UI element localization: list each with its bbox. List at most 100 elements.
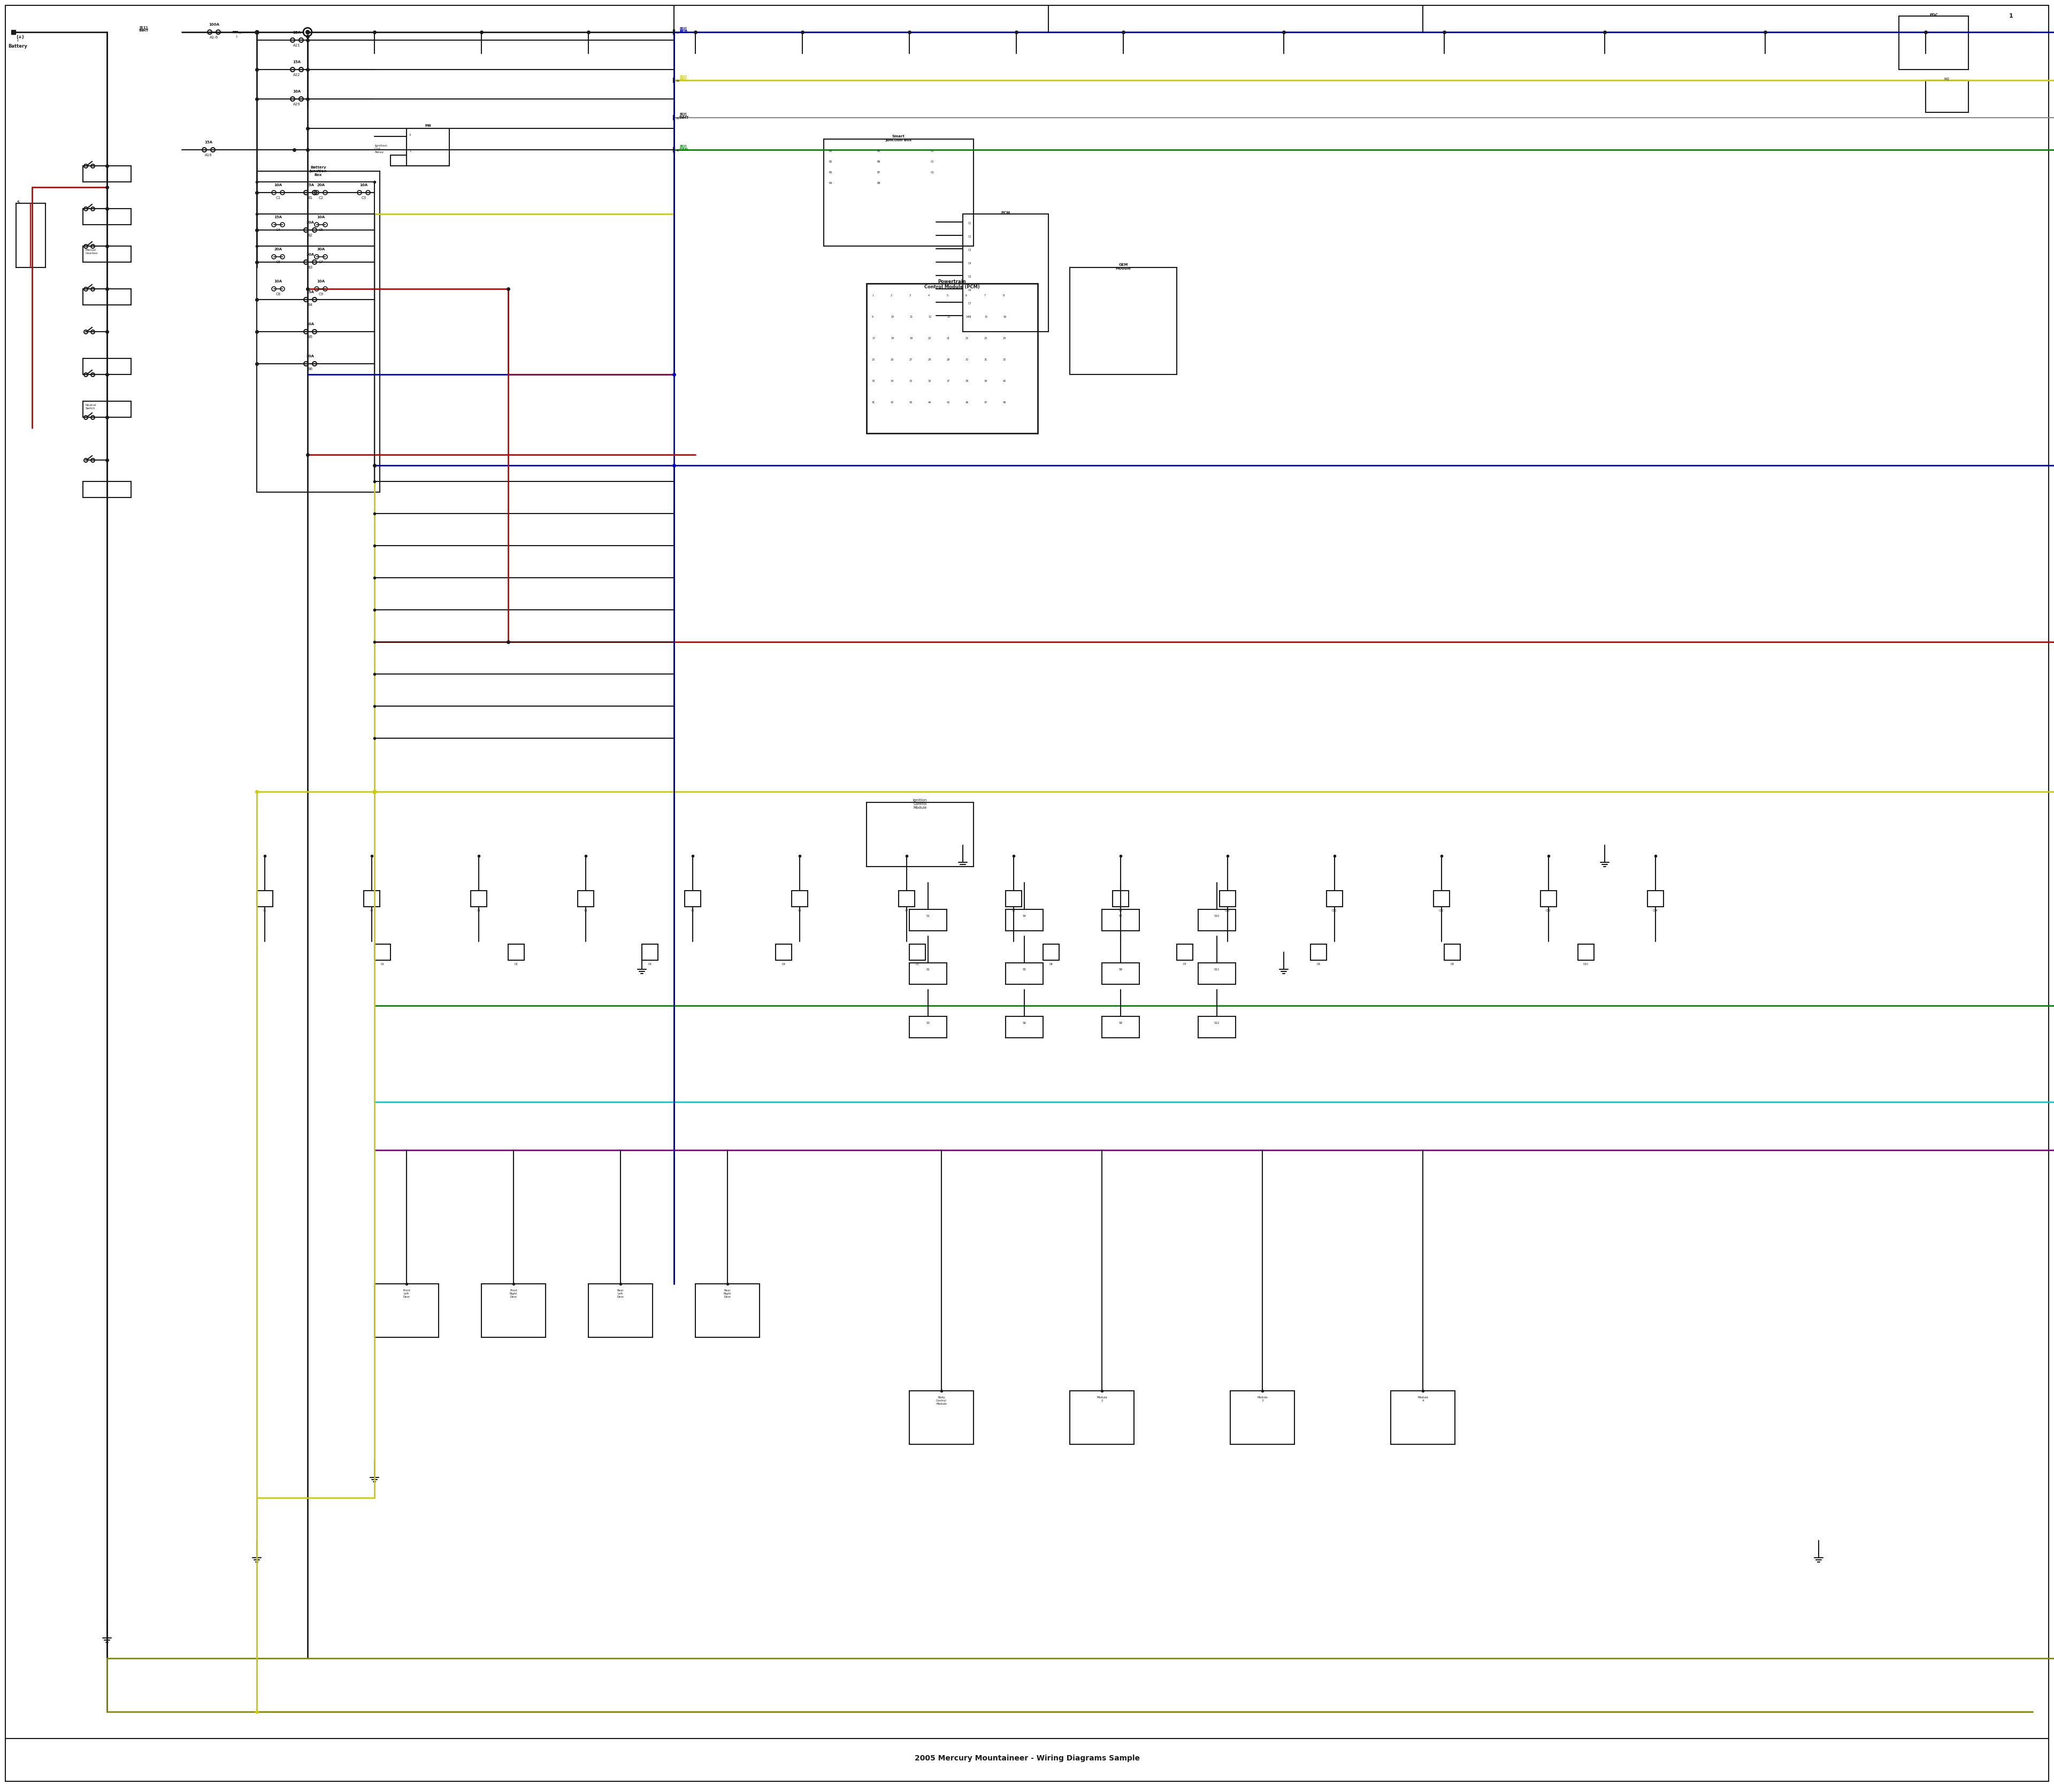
Bar bbox=[1070, 1391, 1134, 1444]
Text: C8: C8 bbox=[1013, 909, 1015, 912]
Text: D6: D6 bbox=[1050, 962, 1054, 966]
Bar bbox=[791, 891, 807, 907]
Text: C4: C4 bbox=[967, 262, 972, 265]
Bar bbox=[1540, 891, 1557, 907]
Text: B3: B3 bbox=[830, 172, 832, 174]
Bar bbox=[1197, 962, 1237, 984]
Bar bbox=[470, 891, 487, 907]
Text: 24: 24 bbox=[1002, 337, 1006, 340]
Text: D9: D9 bbox=[1450, 962, 1454, 966]
Text: D7: D7 bbox=[1183, 962, 1187, 966]
Text: A21: A21 bbox=[294, 43, 300, 47]
Bar bbox=[577, 891, 594, 907]
Bar bbox=[1647, 891, 1664, 907]
Text: 20A: 20A bbox=[306, 220, 314, 224]
Text: 10A: 10A bbox=[273, 183, 281, 186]
Text: 16: 16 bbox=[1002, 315, 1006, 319]
Text: M4: M4 bbox=[425, 124, 431, 127]
Text: Ignition
Control
Module: Ignition Control Module bbox=[912, 799, 926, 810]
Text: Front
Left
Door: Front Left Door bbox=[403, 1288, 411, 1297]
Text: B5: B5 bbox=[308, 335, 312, 339]
Text: [EJ]: [EJ] bbox=[680, 145, 686, 149]
Text: 34: 34 bbox=[891, 380, 893, 382]
Text: 30A: 30A bbox=[306, 253, 314, 256]
Text: 20A: 20A bbox=[306, 355, 314, 358]
Text: S1: S1 bbox=[926, 914, 930, 918]
Text: YEL: YEL bbox=[680, 79, 686, 82]
Bar bbox=[641, 944, 657, 961]
Bar bbox=[1070, 267, 1177, 375]
Text: D5: D5 bbox=[916, 962, 920, 966]
Text: A29: A29 bbox=[294, 102, 300, 106]
Bar bbox=[776, 944, 791, 961]
Bar bbox=[1113, 891, 1128, 907]
Bar bbox=[1177, 944, 1193, 961]
Text: 12: 12 bbox=[928, 315, 930, 319]
Bar bbox=[1927, 81, 1968, 113]
Text: C9: C9 bbox=[318, 292, 322, 296]
Text: 28: 28 bbox=[928, 358, 930, 360]
Text: C3: C3 bbox=[477, 909, 481, 912]
Text: 15A: 15A bbox=[294, 61, 300, 65]
Text: 48: 48 bbox=[1002, 401, 1006, 403]
Text: B3: B3 bbox=[308, 265, 312, 269]
Text: Smart
Junction Box: Smart Junction Box bbox=[885, 134, 912, 142]
Text: 100A: 100A bbox=[210, 23, 220, 27]
Text: 47: 47 bbox=[984, 401, 988, 403]
Text: C6: C6 bbox=[797, 909, 801, 912]
Text: 43: 43 bbox=[910, 401, 912, 403]
Text: 39: 39 bbox=[984, 380, 988, 382]
Text: S2: S2 bbox=[926, 968, 930, 971]
Bar bbox=[82, 246, 131, 262]
Bar bbox=[257, 172, 380, 493]
Text: (+): (+) bbox=[16, 34, 25, 39]
Bar bbox=[910, 909, 947, 930]
Text: Module
3: Module 3 bbox=[1257, 1396, 1267, 1401]
Text: Rear
Left
Door: Rear Left Door bbox=[616, 1288, 624, 1297]
Bar bbox=[1444, 944, 1460, 961]
Text: A1-6: A1-6 bbox=[210, 36, 218, 39]
Text: 27: 27 bbox=[910, 358, 912, 360]
Text: 36: 36 bbox=[928, 380, 930, 382]
Bar bbox=[1391, 1391, 1454, 1444]
Text: C2: C2 bbox=[967, 235, 972, 238]
Text: C2: C2 bbox=[318, 197, 322, 199]
Text: WHT: WHT bbox=[140, 29, 150, 32]
Text: A22: A22 bbox=[294, 73, 300, 77]
Text: Module
2: Module 2 bbox=[1097, 1396, 1107, 1401]
Text: C5: C5 bbox=[690, 909, 694, 912]
Text: 23: 23 bbox=[984, 337, 988, 340]
Text: C3: C3 bbox=[967, 249, 972, 251]
Bar bbox=[1197, 909, 1237, 930]
Text: 25: 25 bbox=[871, 358, 875, 360]
Text: 40: 40 bbox=[1002, 380, 1006, 382]
Text: Ignition
Coil
Relay: Ignition Coil Relay bbox=[374, 145, 386, 154]
Text: 10: 10 bbox=[891, 315, 893, 319]
Text: Neutral
Switch: Neutral Switch bbox=[86, 403, 97, 410]
Text: 22: 22 bbox=[965, 337, 969, 340]
Bar bbox=[684, 891, 700, 907]
Bar bbox=[910, 962, 947, 984]
Text: D4: D4 bbox=[783, 962, 785, 966]
Text: B6: B6 bbox=[877, 161, 881, 163]
Text: C4: C4 bbox=[583, 909, 587, 912]
Text: B7: B7 bbox=[877, 172, 881, 174]
Text: Manual
Gearbox: Manual Gearbox bbox=[86, 249, 99, 254]
Text: 10A: 10A bbox=[306, 323, 314, 326]
Text: S3: S3 bbox=[926, 1021, 930, 1025]
Bar bbox=[374, 1283, 440, 1337]
Text: 15A: 15A bbox=[205, 142, 214, 143]
Text: 44: 44 bbox=[928, 401, 930, 403]
Text: 15A: 15A bbox=[294, 30, 300, 34]
Text: C1: C1 bbox=[930, 151, 935, 152]
Text: 15A: 15A bbox=[273, 215, 281, 219]
Text: S7: S7 bbox=[1119, 914, 1121, 918]
Text: 33: 33 bbox=[871, 380, 875, 382]
Bar bbox=[364, 891, 380, 907]
Text: 15: 15 bbox=[984, 315, 988, 319]
Bar bbox=[507, 944, 524, 961]
Bar bbox=[824, 140, 974, 246]
Text: C1: C1 bbox=[275, 197, 281, 199]
Bar bbox=[82, 358, 131, 375]
Bar bbox=[910, 1391, 974, 1444]
